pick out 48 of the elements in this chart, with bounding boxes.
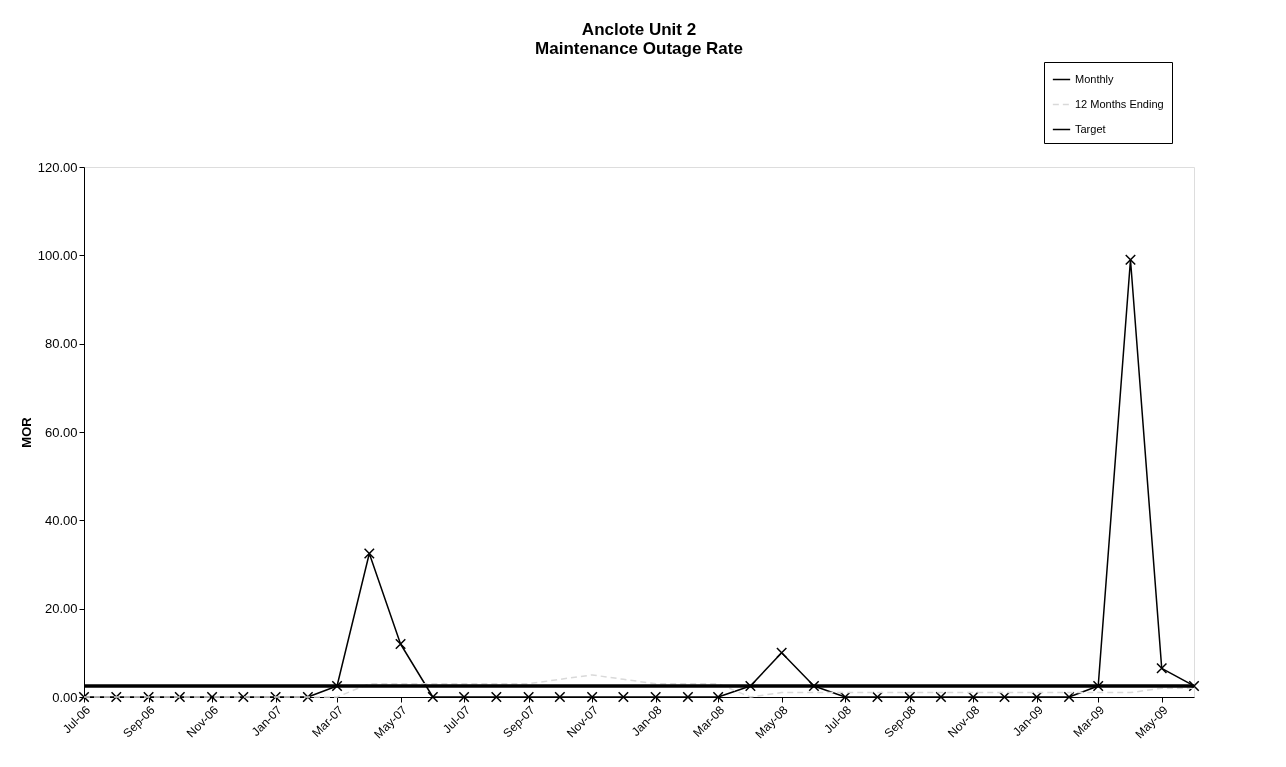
point	[586, 691, 598, 703]
y-tick-label: 40.00	[44, 512, 78, 528]
point	[871, 691, 883, 703]
point	[143, 691, 155, 703]
point	[427, 691, 439, 703]
point	[206, 691, 218, 703]
legend-label: 12 Months Ending	[1075, 97, 1164, 110]
y-tick-label: 60.00	[44, 424, 78, 440]
point	[998, 691, 1010, 703]
point	[839, 691, 851, 703]
point	[1063, 691, 1075, 703]
point	[458, 691, 470, 703]
y-tick-label: 120.00	[37, 159, 78, 175]
chart-title: Anclote Unit 2 Maintenance Outage Rate	[535, 19, 743, 58]
point	[935, 691, 947, 703]
y-tick-label: 80.00	[44, 336, 78, 352]
point	[110, 691, 122, 703]
y-tick-label: 20.00	[44, 601, 78, 617]
point	[1124, 254, 1136, 266]
legend-label: Monthly	[1075, 72, 1115, 85]
point	[78, 691, 90, 703]
point	[1156, 662, 1168, 674]
point	[363, 547, 375, 559]
point	[904, 691, 916, 703]
point	[523, 691, 535, 703]
point	[1031, 691, 1043, 703]
point	[1188, 680, 1200, 692]
point	[682, 691, 694, 703]
point	[712, 691, 724, 703]
y-axis-title: MOR	[18, 416, 34, 448]
point	[302, 691, 314, 703]
point	[554, 691, 566, 703]
point	[967, 691, 979, 703]
point	[617, 691, 629, 703]
point	[808, 680, 820, 692]
point	[331, 680, 343, 692]
y-tick-label: 100.00	[37, 247, 78, 263]
point	[744, 680, 756, 692]
point	[650, 691, 662, 703]
point	[1092, 680, 1104, 692]
point	[237, 691, 249, 703]
point	[776, 647, 788, 659]
point	[174, 691, 186, 703]
point	[395, 638, 407, 650]
legend-label: Target	[1075, 122, 1106, 135]
y-tick-label: 0.00	[52, 689, 78, 705]
point	[270, 691, 282, 703]
point	[490, 691, 502, 703]
